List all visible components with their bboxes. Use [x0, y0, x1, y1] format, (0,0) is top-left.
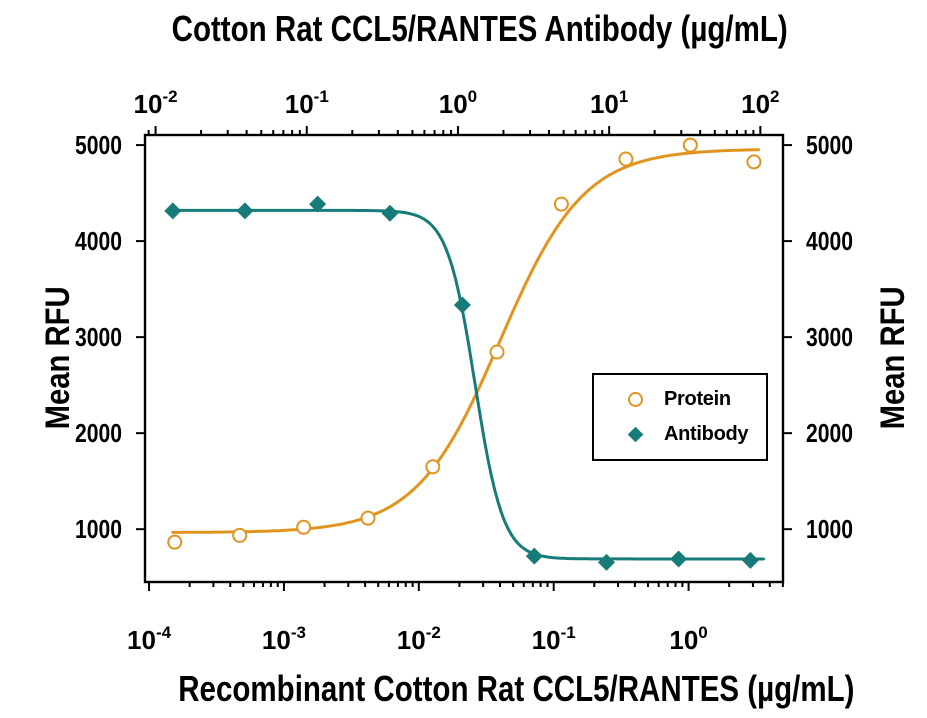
bottom-axis-tick-labels: 10-4 10-3 10-2 10-1 100 [127, 623, 708, 655]
antibody-point-marker [309, 195, 327, 213]
antibody-point-marker [670, 550, 688, 568]
antibody-diamond-marker-icon [626, 426, 644, 444]
svg-text:2000: 2000 [806, 418, 853, 448]
bottom-axis-title-text: Recombinant Cotton Rat CCL5/RANTES (µg/m… [178, 668, 855, 709]
antibody-point-marker [236, 202, 254, 220]
protein-point-marker [167, 534, 183, 550]
bottom-axis-ticks [148, 582, 784, 591]
antibody-point-marker [381, 204, 399, 222]
y-axis-ticks [136, 144, 792, 531]
legend-item-antibody: Antibody [626, 423, 766, 446]
protein-point-marker [682, 137, 698, 153]
protein-point-marker [746, 154, 762, 170]
protein-fit-curve [171, 148, 760, 534]
antibody-point-marker [453, 296, 471, 314]
y-tick-labels-left: 1000 2000 3000 4000 5000 [75, 130, 122, 544]
protein-point-marker [296, 519, 312, 535]
protein-open-circle-marker-icon [626, 390, 644, 408]
protein-point-marker [360, 510, 376, 526]
plot-frame [143, 133, 785, 584]
antibody-point-marker [741, 551, 759, 569]
top-axis-title: Cotton Rat CCL5/RANTES Antibody (µg/mL) [104, 8, 824, 50]
y-tick-labels-right: 1000 2000 3000 4000 5000 [806, 130, 853, 544]
top-axis-ticks [147, 126, 762, 135]
svg-text:10-1: 10-1 [285, 87, 329, 119]
top-axis-tick-labels: 10-2 10-1 100 101 102 [134, 87, 780, 119]
svg-text:5000: 5000 [75, 130, 122, 160]
svg-text:2000: 2000 [75, 418, 122, 448]
svg-text:5000: 5000 [806, 130, 853, 160]
svg-text:4000: 4000 [75, 226, 122, 256]
antibody-point-marker [525, 547, 543, 565]
protein-point-marker [618, 151, 634, 167]
protein-point-marker [425, 459, 441, 475]
bottom-axis-title: Recombinant Cotton Rat CCL5/RANTES (µg/m… [104, 668, 854, 710]
svg-text:100: 100 [439, 87, 477, 119]
svg-text:100: 100 [669, 623, 707, 655]
svg-text:1000: 1000 [75, 514, 122, 544]
protein-point-marker [553, 196, 569, 212]
svg-text:10-2: 10-2 [397, 623, 441, 655]
svg-text:1000: 1000 [806, 514, 853, 544]
svg-text:10-3: 10-3 [262, 623, 306, 655]
svg-text:102: 102 [741, 87, 779, 119]
antibody-point-marker [597, 553, 615, 571]
antibody-point-marker [164, 202, 182, 220]
svg-text:4000: 4000 [806, 226, 853, 256]
antibody-fit-curve [172, 208, 765, 561]
protein-point-marker [232, 527, 248, 543]
top-axis-title-text: Cotton Rat CCL5/RANTES Antibody (µg/mL) [171, 8, 788, 49]
svg-text:3000: 3000 [75, 322, 122, 352]
svg-text:3000: 3000 [806, 322, 853, 352]
protein-data-points [167, 137, 762, 550]
svg-text:101: 101 [590, 87, 628, 119]
protein-point-marker [489, 344, 505, 360]
legend-item-protein: Protein [626, 388, 766, 410]
svg-text:10-4: 10-4 [127, 623, 172, 655]
svg-text:10-1: 10-1 [532, 623, 576, 655]
legend-label-protein: Protein [664, 387, 731, 410]
legend-box: Protein Antibody [592, 373, 768, 461]
legend-label-antibody: Antibody [664, 423, 749, 446]
antibody-data-points [164, 195, 759, 571]
svg-text:10-2: 10-2 [134, 87, 178, 119]
